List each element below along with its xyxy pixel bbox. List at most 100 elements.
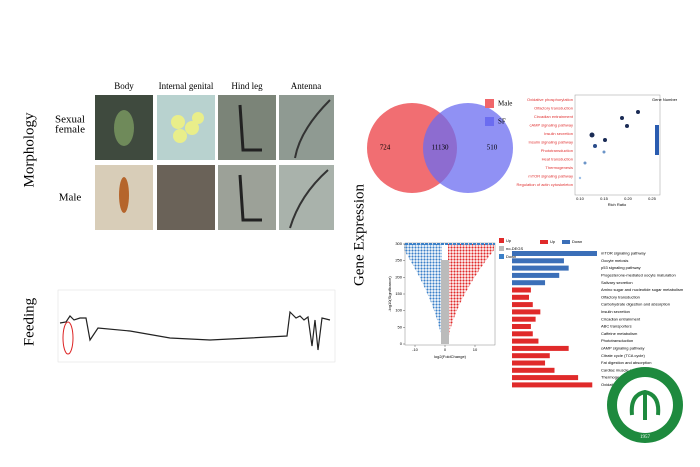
legend-swatch xyxy=(485,117,494,126)
panel-label: Gene Expression xyxy=(351,183,367,286)
term-label: cAMP signaling pathway xyxy=(529,123,573,128)
x-tick-label: 0.10 xyxy=(576,196,585,201)
bar xyxy=(512,316,536,322)
axis-label: -log10(Significance) xyxy=(387,276,392,312)
bar xyxy=(512,280,546,286)
dot-plot: Oxidative phosphorylation Olfactory trans… xyxy=(517,94,678,207)
legend-label: Male xyxy=(498,100,512,108)
bar xyxy=(512,375,579,381)
logo: 1957 xyxy=(607,367,683,443)
legend-swatch xyxy=(485,99,494,108)
term-label: Fat digestion and absorption xyxy=(601,360,651,365)
bar xyxy=(512,324,531,329)
legend-label: Up xyxy=(550,239,556,244)
term-label: Salivary secretion xyxy=(601,280,633,285)
term-label: Carbohydrate digestion and absorption xyxy=(601,302,670,307)
bar xyxy=(512,251,597,256)
legend-title: Gene Number xyxy=(652,97,678,102)
term-label: cAMP signaling pathway xyxy=(601,345,645,350)
legend-swatch xyxy=(499,246,504,251)
term-label: Heat transduction xyxy=(542,157,573,162)
term-label: Olfactory transduction xyxy=(534,106,573,111)
term-label: Thermogenesis xyxy=(545,165,573,170)
feeding-panel: Feeding xyxy=(21,289,336,363)
row-label: female xyxy=(55,124,85,136)
term-label: Regulation of actin cytoskeleton xyxy=(517,182,573,187)
bar xyxy=(512,382,593,388)
term-label: Citrate cycle (TCA cycle) xyxy=(601,353,645,358)
legend-label: Down xyxy=(506,254,516,259)
column-header: Hind leg xyxy=(231,81,263,91)
insect xyxy=(119,177,129,213)
term-label: Insulin secretion xyxy=(544,131,573,136)
venn: 724 11130 510 Male SF xyxy=(367,99,513,193)
y-tick-label: 200 xyxy=(395,274,402,279)
column-header: Body xyxy=(114,81,134,91)
column-header: Internal genital xyxy=(159,81,214,91)
venn-count: 510 xyxy=(487,144,498,152)
term-label: Oocyte meiosis xyxy=(601,258,628,263)
term-label: mTOR signaling pathway xyxy=(601,251,646,256)
y-tick-label: 50 xyxy=(398,324,403,329)
x-tick-label: 0.25 xyxy=(648,196,657,201)
bar xyxy=(512,294,529,300)
insect xyxy=(114,110,134,146)
term-label: Oxidative phosphorylation xyxy=(527,97,573,102)
trace xyxy=(59,310,331,351)
bar xyxy=(512,258,564,264)
axis-label: Rich Ratio xyxy=(608,202,627,207)
logo-year: 1957 xyxy=(640,435,651,440)
row-label: Sexual xyxy=(55,114,85,126)
term-label: Phototransduction xyxy=(541,148,573,153)
bar xyxy=(512,360,546,366)
x-tick-label: 0.15 xyxy=(600,196,609,201)
term-label: ABC transporters xyxy=(601,324,632,329)
bar xyxy=(512,309,541,315)
x-tick-label: 10 xyxy=(473,347,478,352)
bar xyxy=(512,345,569,351)
term-label: Phototransduction xyxy=(601,338,633,343)
y-tick-label: 0 xyxy=(400,341,403,346)
legend-swatch xyxy=(499,238,504,243)
term-label: Thermogenesis xyxy=(601,375,629,380)
bar xyxy=(512,265,569,271)
venn-count: 724 xyxy=(380,144,391,152)
term-label: Circadian entrainment xyxy=(601,316,641,321)
bar xyxy=(512,272,560,278)
panel-label: Feeding xyxy=(21,297,37,346)
photo xyxy=(157,165,215,230)
legend-swatch xyxy=(562,240,570,244)
row-label: Male xyxy=(59,192,82,204)
y-tick-label: 150 xyxy=(395,291,402,296)
term-label: Insulin secretion xyxy=(601,309,630,314)
legend-label: no-DEGS xyxy=(506,246,523,251)
term-label: Progesterone-mediated oocyte maturation xyxy=(601,272,676,277)
morphology-panel: Morphology Body Internal genital Hind leg A… xyxy=(21,81,334,230)
photo xyxy=(279,165,334,230)
legend-label: Down xyxy=(572,239,582,244)
venn-count: 11130 xyxy=(432,144,449,152)
volcano: 0 50 100 150 200 250 300 -10 0 10 -log10(Significa… xyxy=(387,238,523,359)
term-label: p53 signaling pathway xyxy=(601,265,641,270)
column-header: Antenna xyxy=(291,81,322,91)
x-tick-label: -10 xyxy=(412,347,419,352)
y-tick-label: 250 xyxy=(395,258,402,263)
bar xyxy=(512,367,555,373)
bar xyxy=(512,338,539,344)
legend-swatch xyxy=(499,254,504,259)
term-label: Cardiac muscle contraction xyxy=(601,367,649,372)
legend-label: Up xyxy=(506,238,512,243)
pathway-bars: Up Down mTOR signaling pathway Oocyte meios… xyxy=(512,239,684,388)
x-tick-label: 0 xyxy=(444,347,447,352)
bar xyxy=(512,302,533,308)
bar xyxy=(512,331,533,337)
term-label: Caffeine metabolism xyxy=(601,331,638,336)
legend-swatch xyxy=(540,240,548,244)
term-label: Amino sugar and nucleotide sugar metabol… xyxy=(601,287,684,292)
bar xyxy=(512,353,550,359)
term-label: mTOR signaling pathway xyxy=(528,174,573,179)
x-tick-label: 0.20 xyxy=(624,196,633,201)
term-label: Insulin signaling pathway xyxy=(529,140,573,145)
bar xyxy=(512,287,531,293)
